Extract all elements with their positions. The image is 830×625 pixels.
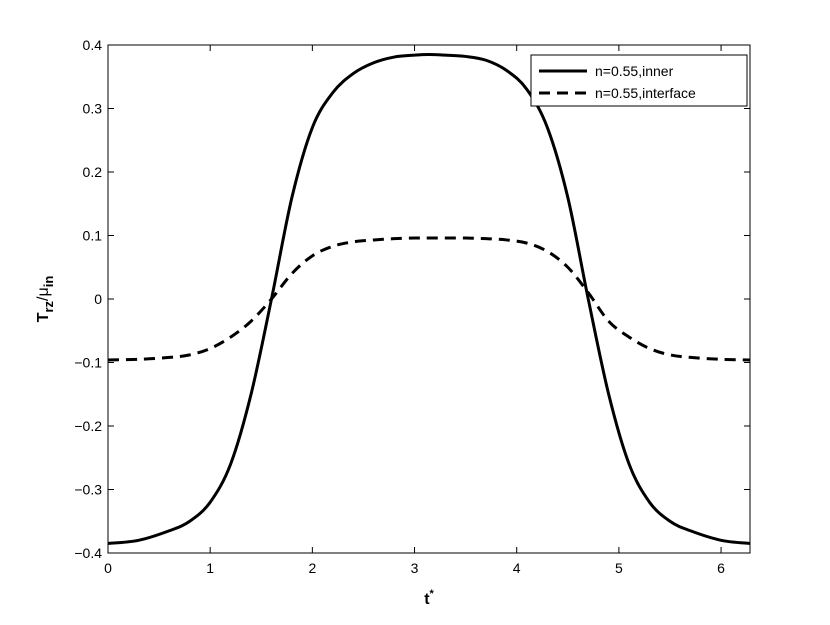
x-tick-label: 1 [206,560,214,576]
legend-entry: n=0.55,inner [595,63,674,79]
x-tick-label: 4 [513,560,521,576]
y-tick-label: −0.4 [74,545,102,561]
plot-area [107,53,751,545]
y-tick-label: 0.4 [83,37,103,53]
x-tick-label: 5 [615,560,623,576]
series-line-interface [107,236,751,362]
y-tick-label: 0 [94,291,102,307]
y-tick-label: 0.1 [83,228,103,244]
x-axis-label: t* [424,588,434,608]
y-tick-label: −0.1 [74,355,102,371]
x-tick-label: 6 [717,560,725,576]
axes-frame [107,44,751,554]
y-tick-label: 0.3 [83,101,103,117]
y-tick-label: −0.2 [74,418,102,434]
y-axis-label: Trz/μin [35,276,56,323]
legend-box [530,54,748,107]
legend-entry: n=0.55,interface [595,85,696,101]
x-tick-label: 3 [411,560,419,576]
series-line-inner [107,53,751,545]
legend: n=0.55,inner n=0.55,interface [530,54,748,107]
x-tick-label: 2 [308,560,316,576]
y-tick-label: 0.2 [83,164,103,180]
x-tick-label: 0 [104,560,112,576]
y-tick-label: −0.3 [74,482,102,498]
axis-ticks: 0 1 2 3 4 5 6 −0.4 −0.3 −0.2 −0.1 0 0.1 0.2 0.3 0.4 [74,37,750,576]
